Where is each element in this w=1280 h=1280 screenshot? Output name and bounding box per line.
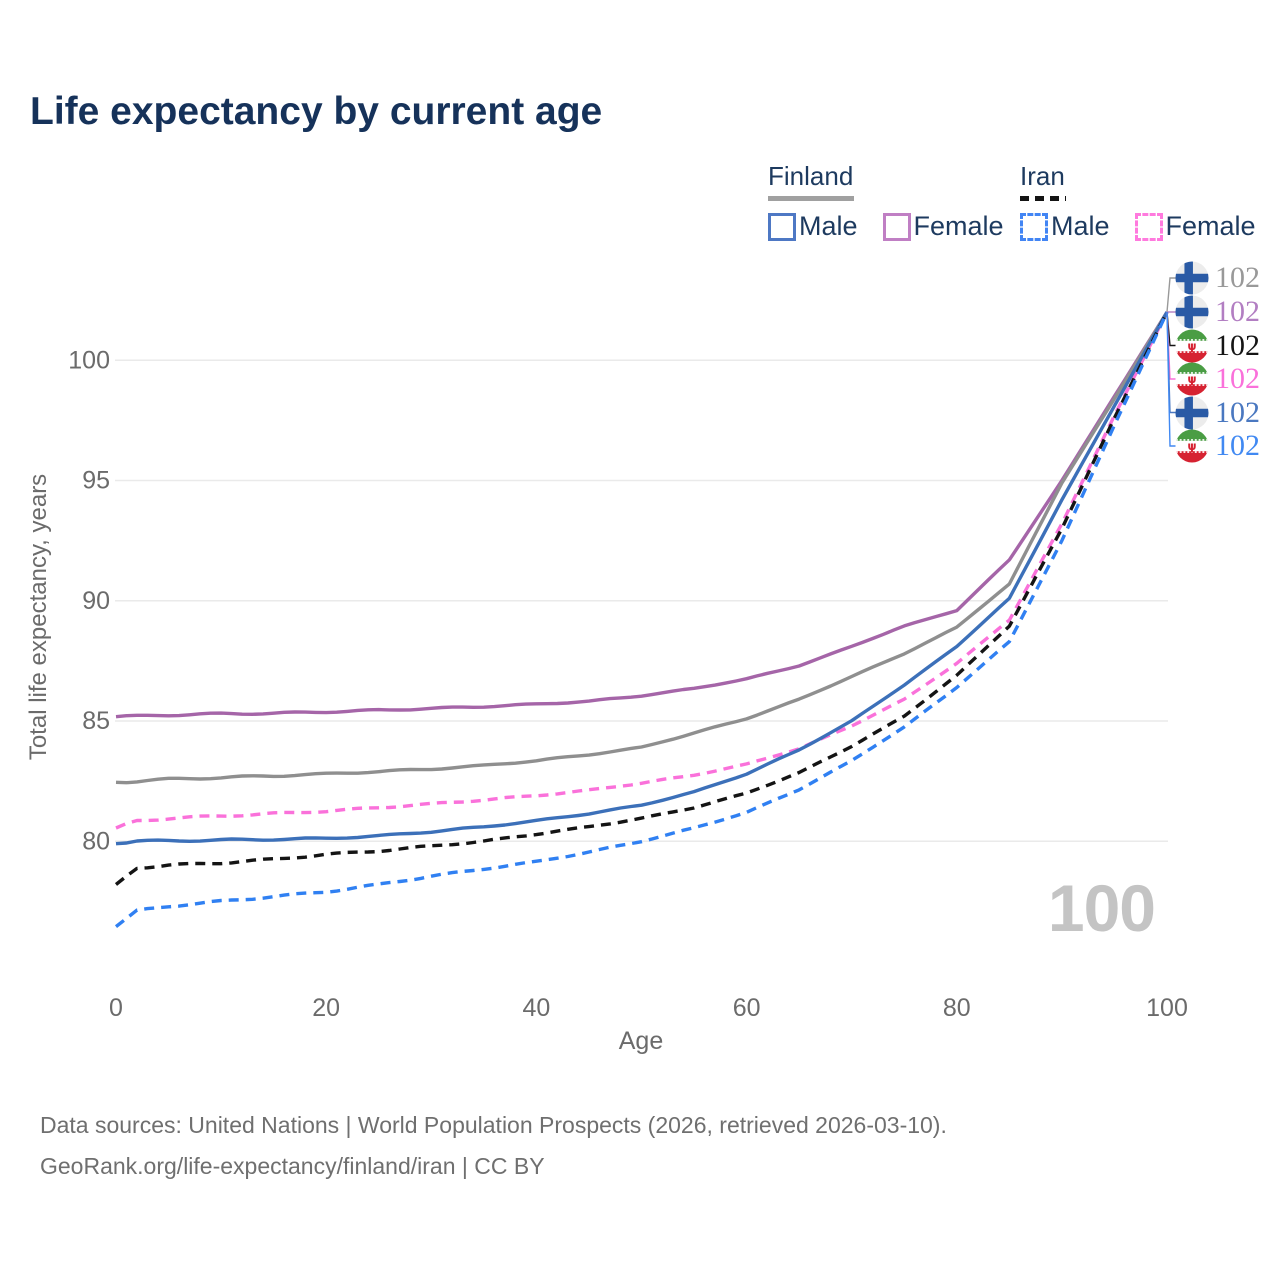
x-axis-tick-label: 40 <box>522 994 550 1022</box>
svg-text:ψ: ψ <box>1188 372 1197 386</box>
legend-label-iran-female: Female <box>1165 211 1256 241</box>
finland-flag-icon <box>1175 295 1209 329</box>
end-label-iran-3[interactable]: ψ 102 <box>1175 362 1260 396</box>
legend-country-finland-label: Finland <box>768 161 854 191</box>
end-label-connector <box>1166 311 1176 447</box>
x-axis-title: Age <box>619 1027 663 1055</box>
x-axis-tick-label: 20 <box>312 994 340 1022</box>
x-axis-tick-label: 100 <box>1146 994 1188 1022</box>
legend-item-iran-male[interactable]: Male <box>1020 211 1110 242</box>
legend-item-finland-male[interactable]: Male <box>768 211 858 242</box>
end-label-connector <box>1166 277 1176 313</box>
legend-country-finland[interactable]: Finland <box>768 161 1004 201</box>
end-value-label: 102 <box>1215 295 1260 328</box>
iran-female-checkbox[interactable] <box>1134 212 1163 241</box>
legend-item-iran-female[interactable]: Female <box>1134 211 1256 242</box>
legend-country-iran-label: Iran <box>1020 161 1065 191</box>
end-value-label: 102 <box>1215 261 1260 294</box>
legend-label-iran-male: Male <box>1051 211 1110 241</box>
end-value-label: 102 <box>1215 395 1260 429</box>
series-line-finland-female[interactable] <box>115 311 1169 719</box>
iran-male-checkbox[interactable] <box>1020 212 1048 241</box>
y-axis-tick-label: 80 <box>82 827 110 855</box>
finland-total-line-swatch <box>768 196 854 201</box>
legend-country-iran[interactable]: Iran <box>1020 161 1256 201</box>
footer-data-sources: Data sources: United Nations | World Pop… <box>40 1112 947 1138</box>
series-line-iran-male[interactable] <box>114 311 1169 928</box>
end-label-iran-5[interactable]: ψ 102 <box>1175 429 1260 463</box>
finland-female-checkbox[interactable] <box>882 212 911 241</box>
x-axis-tick-label: 80 <box>943 994 971 1022</box>
iran-flag-icon: ψ <box>1175 362 1209 396</box>
y-axis-tick-label: 90 <box>82 587 110 615</box>
legend-group-finland: Finland Male Female <box>768 161 1004 242</box>
svg-text:ψ: ψ <box>1188 338 1197 352</box>
y-axis-tick-label: 100 <box>68 346 110 374</box>
end-value-label: 102 <box>1215 328 1260 362</box>
end-label-finland-4[interactable]: 102 <box>1175 396 1260 430</box>
finland-flag-icon <box>1175 395 1209 430</box>
end-label-finland-0[interactable]: 102 <box>1175 261 1260 295</box>
legend-item-finland-female[interactable]: Female <box>882 211 1004 242</box>
iran-flag-icon: ψ <box>1175 328 1209 363</box>
series-line-iran-total[interactable] <box>114 311 1169 886</box>
series-line-finland-male[interactable] <box>115 311 1169 846</box>
series-line-iran-female[interactable] <box>115 311 1169 830</box>
y-axis-tick-label: 95 <box>82 467 110 495</box>
svg-text:ψ: ψ <box>1188 439 1197 453</box>
end-label-finland-1[interactable]: 102 <box>1175 295 1260 329</box>
legend-items-iran: Male Female <box>1020 211 1256 242</box>
footer-link: GeoRank.org/life-expectancy/finland/iran… <box>40 1153 545 1179</box>
iran-flag-icon: ψ <box>1175 429 1209 463</box>
iran-total-line-swatch <box>1020 196 1066 201</box>
y-axis-title: Total life expectancy, years <box>25 474 52 760</box>
end-label-iran-2[interactable]: ψ 102 <box>1175 329 1260 363</box>
legend-group-iran: Iran Male Female <box>1020 161 1256 242</box>
x-axis-tick-label: 0 <box>109 994 123 1022</box>
footer: Data sources: United Nations | World Pop… <box>40 1105 947 1187</box>
legend-label-finland-female: Female <box>913 211 1004 241</box>
end-value-label: 102 <box>1215 429 1260 462</box>
legend-label-finland-male: Male <box>799 211 858 241</box>
series-line-finland-total[interactable] <box>115 311 1169 785</box>
hovered-age-watermark: 100 <box>1047 871 1156 945</box>
finland-flag-icon <box>1175 261 1209 295</box>
y-axis-tick-label: 85 <box>82 707 110 735</box>
end-value-label: 102 <box>1215 362 1260 395</box>
finland-male-checkbox[interactable] <box>768 212 796 241</box>
x-axis-tick-label: 60 <box>733 994 761 1022</box>
legend-items-finland: Male Female <box>768 211 1004 242</box>
page-title: Life expectancy by current age <box>30 90 603 133</box>
